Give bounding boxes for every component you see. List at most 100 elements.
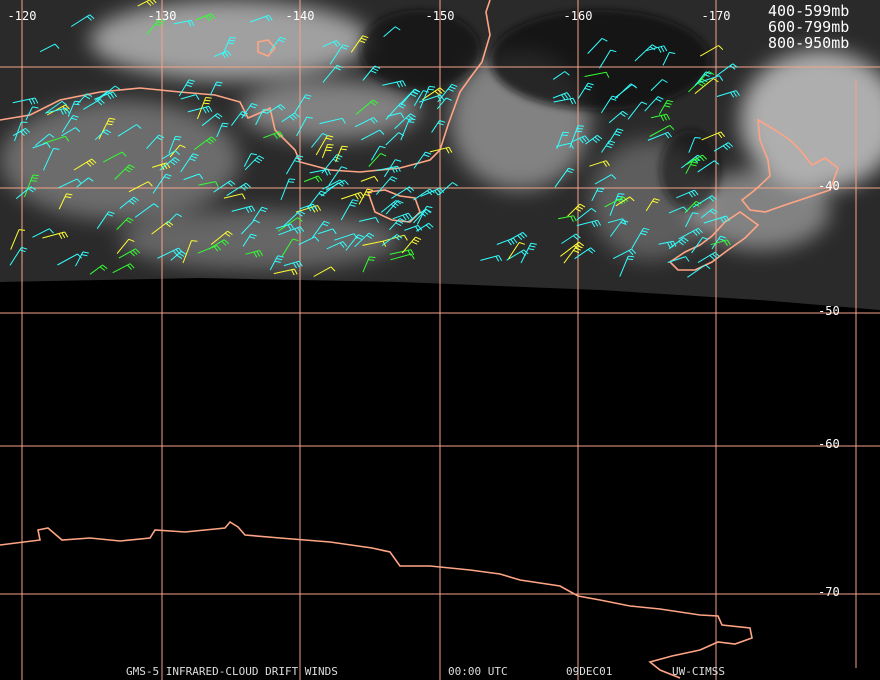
wind-barb-flag: [25, 128, 31, 133]
wind-barb-flag: [576, 245, 583, 249]
wind-barb-flag: [405, 117, 412, 122]
wind-barb-flag: [519, 242, 526, 245]
wind-barb: [44, 100, 63, 114]
wind-barb-flag: [373, 117, 378, 123]
wind-barb-flag: [628, 255, 635, 258]
wind-barb-flag: [602, 161, 608, 167]
wind-barb: [383, 159, 396, 178]
wind-barb-flag: [694, 189, 699, 196]
wind-barb-flag: [735, 90, 740, 96]
wind-barb-flag: [263, 108, 270, 112]
wind-barb-flag: [172, 159, 178, 164]
wind-barb-flag: [34, 97, 39, 104]
wind-barb-flag: [391, 176, 398, 180]
wind-barb-flag: [594, 136, 600, 142]
wind-barb: [400, 118, 410, 141]
wind-barb-flag: [228, 39, 235, 42]
wind-barb: [134, 203, 155, 218]
wind-barb-flag: [561, 134, 568, 136]
wind-barb-flag: [448, 147, 453, 153]
wind-barb-flag: [327, 144, 334, 146]
wind-barb-flag: [660, 46, 665, 53]
wind-barb-flag: [592, 138, 598, 143]
wind-barb: [242, 233, 252, 247]
wind-barb-flag: [611, 174, 617, 180]
wind-barb-flag: [683, 237, 689, 242]
wind-barb-flag: [30, 180, 37, 182]
wind-barb: [117, 124, 137, 137]
wind-barb: [162, 150, 176, 160]
wind-barb-flag: [297, 217, 303, 222]
coastline: [740, 118, 839, 213]
wind-barb-flag: [591, 207, 597, 213]
wind-barb-flag: [393, 201, 399, 207]
wind-barb-flag: [732, 91, 738, 97]
longitude-label: -170: [702, 9, 731, 23]
wind-barb-flag: [276, 258, 283, 261]
wind-barb-flag: [605, 145, 612, 149]
wind-barb-flag: [631, 84, 638, 89]
wind-barb-flag: [596, 190, 603, 193]
wind-barb-flag: [241, 111, 248, 115]
wind-barb-flag: [657, 47, 662, 53]
wind-barb-flag: [702, 236, 709, 240]
wind-barb: [296, 116, 308, 137]
wind-barb: [350, 35, 364, 53]
wind-barb: [619, 255, 629, 277]
wind-barb: [358, 217, 376, 222]
coastline: [257, 39, 277, 57]
wind-barb-flag: [695, 229, 701, 235]
longitude-label: -130: [148, 9, 177, 23]
wind-barb: [151, 221, 169, 235]
wind-barb-flag: [240, 113, 246, 117]
wind-barb-flag: [685, 256, 690, 262]
wind-barb-flag: [703, 73, 710, 77]
wind-barb: [354, 232, 370, 248]
wind-barb-flag: [205, 106, 210, 113]
wind-barb-flag: [372, 99, 379, 104]
wind-barb: [362, 256, 370, 273]
wind-barb-flag: [349, 204, 356, 207]
wind-barb-flag: [434, 190, 439, 196]
wind-barb-flag: [112, 91, 117, 98]
wind-barb-flag: [277, 255, 284, 258]
wind-barb-flag: [718, 75, 724, 81]
wind-barb-flag: [210, 136, 217, 141]
wind-barb-flag: [617, 195, 624, 198]
wind-barb-flag: [159, 18, 166, 22]
wind-barb-flag: [718, 45, 724, 51]
wind-barb: [645, 198, 655, 212]
wind-barb-flag: [65, 136, 70, 142]
wind-barb-flag: [641, 101, 648, 105]
wind-barb-flag: [280, 36, 286, 40]
wind-barb-flag: [690, 164, 697, 167]
wind-barb-flag: [335, 67, 341, 71]
wind-barb-flag: [146, 0, 152, 7]
wind-barb: [561, 233, 577, 244]
wind-barb-flag: [107, 93, 112, 100]
wind-barb-flag: [510, 238, 515, 245]
wind-barb-flag: [49, 133, 55, 138]
legend-entry: 400-599mb: [768, 2, 849, 20]
wind-barb: [599, 49, 611, 69]
wind-barb: [146, 18, 160, 36]
wind-barb-flag: [368, 259, 375, 261]
wind-barb-flag: [575, 130, 582, 133]
wind-barb-flag: [164, 176, 171, 180]
wind-barb-flag: [610, 98, 617, 101]
wind-barb-flag: [190, 20, 195, 27]
wind-barb-flag: [579, 203, 586, 208]
wind-barb-flag: [251, 103, 258, 106]
wind-barb-flag: [369, 256, 376, 259]
wind-barb-flag: [274, 260, 281, 263]
latitude-label: -60: [818, 437, 840, 451]
wind-barb-flag: [297, 212, 303, 217]
wind-barb-flag: [697, 227, 703, 234]
wind-barb-flag: [663, 45, 668, 52]
legend-entry: 600-799mb: [768, 18, 849, 36]
wind-barb-flag: [360, 37, 367, 41]
wind-barb-flag: [216, 81, 223, 84]
wind-barb: [61, 115, 74, 133]
wind-barb: [678, 227, 699, 240]
wind-barb: [187, 105, 210, 113]
